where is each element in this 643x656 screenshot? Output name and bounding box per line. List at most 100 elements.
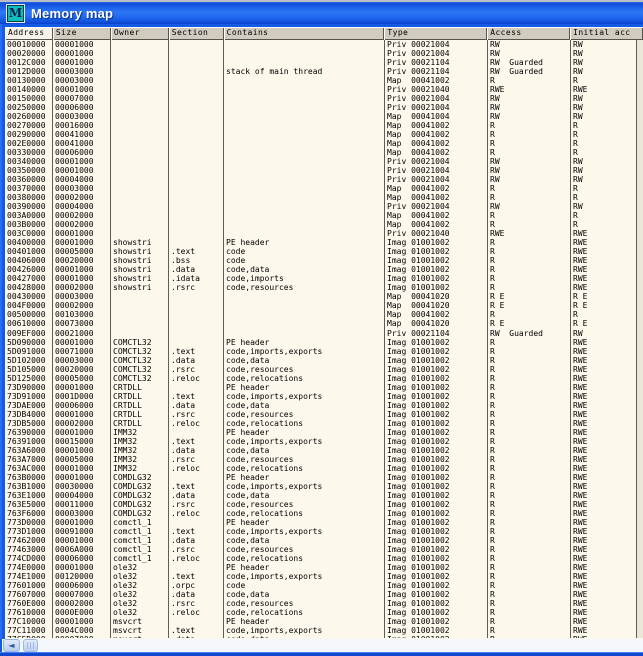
cell-address: 5D091000 <box>5 346 53 356</box>
table-row[interactable]: 009EF000 00021000 Priv 00021104 RW Guarded R… <box>5 328 643 338</box>
table-row[interactable]: 77C5D00000007000msvcrt.datacode,dataImag… <box>5 635 643 639</box>
table-row[interactable]: 5D102000 00003000 COMCTL32 .data code,data Im… <box>5 355 643 365</box>
table-row[interactable]: 00270000 00016000 Map 00041002 R R <box>5 121 643 131</box>
cell-size: 00007000 <box>53 635 111 639</box>
table-row[interactable]: 73D90000 00001000 CRTDLL PE header Imag 0100… <box>5 382 643 392</box>
table-row[interactable]: 0012C000 00001000 Priv 00021104 RW Guarded R… <box>5 58 643 68</box>
table-row[interactable]: 00010000 00001000 Priv 00021004 RW RW <box>5 40 643 50</box>
cell-owner: comctl_1 <box>111 517 169 527</box>
table-row[interactable]: 5D090000 00001000 COMCTL32 PE header Imag 01… <box>5 337 643 347</box>
table-row[interactable]: 73DB4000 00001000 CRTDLL .rsrc code,resource… <box>5 409 643 419</box>
cell-access: R <box>488 626 571 636</box>
table-row[interactable]: 00290000 00041000 Map 00041002 R R <box>5 130 643 140</box>
table-row[interactable]: 0012D000 00003000 stack of main thread Priv… <box>5 67 643 77</box>
table-row[interactable]: 00340000 00001000 Priv 00021004 RW RW <box>5 157 643 167</box>
table-row[interactable]: 774E1000 00120000 ole32 .text code,imports,e… <box>5 571 643 581</box>
table-row[interactable]: 763A6000 00001000 IMM32 .data code,data Imag … <box>5 445 643 455</box>
table-row[interactable]: 003A0000 00002000 Map 00041002 R R <box>5 211 643 221</box>
table-row[interactable]: 00130000 00003000 Map 00041002 R R <box>5 76 643 86</box>
table-row[interactable]: 763F6000 00003000 COMDLG32 .reloc code,reloc… <box>5 508 643 518</box>
column-header-owner[interactable]: Owner <box>110 27 169 40</box>
scroll-left-button[interactable]: ◄ <box>3 639 20 652</box>
table-row[interactable]: 763A7000 00005000 IMM32 .rsrc code,resources… <box>5 454 643 464</box>
column-header-address[interactable]: Address <box>5 27 53 40</box>
table-row[interactable]: 00427000 00001000 showstri .idata code,impor… <box>5 274 643 284</box>
table-row[interactable]: 5D105000 00020000 COMCTL32 .rsrc code,resour… <box>5 364 643 374</box>
table-row[interactable]: 77C11000 0004C000 msvcrt .text code,imports,… <box>5 626 643 636</box>
table-row[interactable]: 00401000 00005000 showstri .text code Imag 01… <box>5 247 643 257</box>
cell-initial: RWE <box>571 382 637 392</box>
table-row[interactable]: 00428000 00002000 showstri .rsrc code,resour… <box>5 283 643 293</box>
table-row[interactable]: 003B0000 00002000 Map 00041002 R R <box>5 220 643 230</box>
cell-address: 0012D000 <box>5 67 53 77</box>
table-row[interactable]: 76390000 00001000 IMM32 PE header Imag 01001… <box>5 427 643 437</box>
table-row[interactable]: 73DB5000 00002000 CRTDLL .reloc code,relocat… <box>5 418 643 428</box>
table-row[interactable]: 763B1000 00030000 COMDLG32 .text code,import… <box>5 481 643 491</box>
column-header-section[interactable]: Section <box>168 27 224 40</box>
memory-map-table[interactable]: 00010000 00001000 Priv 00021004 RW RW 0002000… <box>5 40 643 639</box>
cell-access: R <box>488 526 571 536</box>
cell-access: R <box>488 607 571 617</box>
table-row[interactable]: 763AC000 00001000 IMM32 .reloc code,relocati… <box>5 463 643 473</box>
table-row[interactable]: 774E0000 00001000 ole32 PE header Imag 01001… <box>5 562 643 572</box>
cell-contains <box>224 139 385 149</box>
cell-initial: RW <box>571 328 637 338</box>
table-row[interactable]: 763E5000 00011000 COMDLG32 .rsrc code,resour… <box>5 499 643 509</box>
table-row[interactable]: 5D125000 00005000 COMCTL32 .reloc code,reloc… <box>5 373 643 383</box>
cell-owner: CRTDLL <box>111 400 169 410</box>
table-row[interactable]: 73D91000 0001D000 CRTDLL .text code,imports,… <box>5 391 643 401</box>
table-row[interactable]: 77607000 00007000 ole32 .data code,data Imag … <box>5 589 643 599</box>
column-header-access[interactable]: Access <box>487 27 571 40</box>
horizontal-scrollbar[interactable]: ◄ <box>2 639 643 652</box>
table-row[interactable]: 00400000 00001000 showstri PE header Imag 01… <box>5 238 643 248</box>
table-row[interactable]: 763B0000 00001000 COMDLG32 PE header Imag 01… <box>5 472 643 482</box>
table-row[interactable]: 00150000 00007000 Priv 00021004 RW RW <box>5 94 643 104</box>
table-row[interactable]: 773D0000 00001000 comctl_1 PE header Imag 01… <box>5 517 643 527</box>
cell-initial: RWE <box>571 635 637 639</box>
table-row[interactable]: 00426000 00001000 showstri .data code,data Im… <box>5 265 643 275</box>
cell-type: Imag 01001002 <box>385 436 488 446</box>
table-row[interactable]: 77601000 00006000 ole32 .orpc code Imag 01001… <box>5 580 643 590</box>
scrollbar-thumb[interactable] <box>23 639 38 652</box>
table-row[interactable]: 763E1000 00004000 COMDLG32 .data code,data Im… <box>5 490 643 500</box>
table-row[interactable]: 003C0000 00001000 Priv 00021040 RWE RWE <box>5 229 643 239</box>
title-bar[interactable]: M Memory map <box>0 2 643 24</box>
table-row[interactable]: 773D1000 00091000 comctl_1 .text code,import… <box>5 526 643 536</box>
table-row[interactable]: 774CD000 00006000 comctl_1 .reloc code,reloc… <box>5 553 643 563</box>
cell-size: 00011000 <box>53 499 111 509</box>
table-row[interactable]: 77C10000 00001000 msvcrt PE header Imag 0100… <box>5 617 643 627</box>
table-row[interactable]: 00500000 00103000 Map 00041002 R R <box>5 310 643 320</box>
column-header-initial[interactable]: Initial acc <box>570 27 643 40</box>
table-row[interactable]: 00330000 00006000 Map 00041002 R R <box>5 148 643 158</box>
table-row[interactable]: 00020000 00001000 Priv 00021004 RW RW <box>5 49 643 59</box>
table-row[interactable]: 00360000 00004000 Priv 00021004 RW RW <box>5 175 643 185</box>
table-row[interactable]: 00350000 00001000 Priv 00021004 RW RW <box>5 166 643 176</box>
cell-section <box>169 139 224 149</box>
table-row[interactable]: 00406000 00020000 showstri .bss code Imag 010… <box>5 256 643 266</box>
column-header-type[interactable]: Type <box>384 27 488 40</box>
table-row[interactable]: 00260000 00003000 Map 00041004 RW RW <box>5 112 643 122</box>
table-row[interactable]: 77463000 0006A000 comctl_1 .rsrc code,resour… <box>5 544 643 554</box>
table-row[interactable]: 00370000 00003000 Map 00041002 R R <box>5 184 643 194</box>
cell-contains <box>224 220 385 230</box>
table-row[interactable]: 00390000 00004000 Priv 00021004 RW RW <box>5 202 643 212</box>
cell-owner: CRTDLL <box>111 391 169 401</box>
table-row[interactable]: 73DAE000 00006000 CRTDLL .data code,data Imag… <box>5 400 643 410</box>
column-header-size[interactable]: Size <box>52 27 111 40</box>
table-row[interactable]: 77610000 0000E000 ole32 .reloc code,relocati… <box>5 607 643 617</box>
table-row[interactable]: 00250000 00006000 Priv 00021004 RW RW <box>5 103 643 113</box>
table-row[interactable]: 002E0000 00041000 Map 00041002 R R <box>5 139 643 149</box>
table-row[interactable]: 76391000 00015000 IMM32 .text code,imports,e… <box>5 436 643 446</box>
cell-address: 77607000 <box>5 589 53 599</box>
table-row[interactable]: 7760E000 00002000 ole32 .rsrc code,resources… <box>5 598 643 608</box>
table-row[interactable]: 00140000 00001000 Priv 00021040 RWE RWE <box>5 85 643 95</box>
table-row[interactable]: 00380000 00002000 Map 00041002 R R <box>5 193 643 203</box>
table-row[interactable]: 77462000 00001000 comctl_1 .data code,data Im… <box>5 535 643 545</box>
column-header-contains[interactable]: Contains <box>223 27 385 40</box>
cell-size: 00071000 <box>53 346 111 356</box>
table-row[interactable]: 5D091000 00071000 COMCTL32 .text code,import… <box>5 346 643 356</box>
cell-access: RW Guarded <box>488 328 571 338</box>
